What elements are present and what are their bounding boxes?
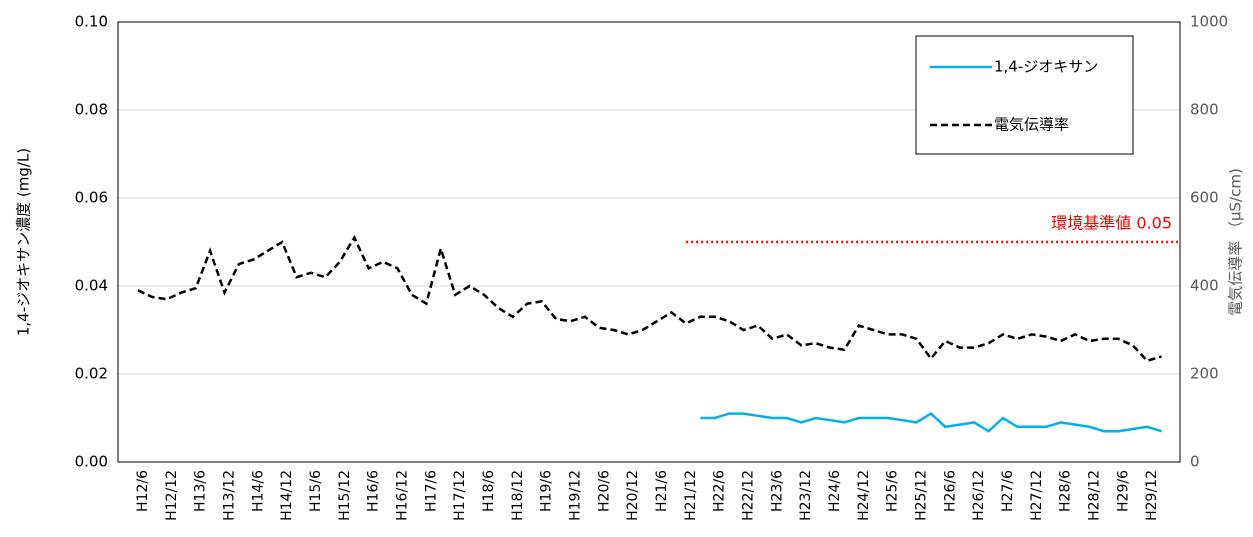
x-tick-label: H12/12 xyxy=(164,470,180,521)
x-tick-label: H28/6 xyxy=(1058,470,1074,512)
x-tick-label: H25/12 xyxy=(914,470,930,521)
x-tick-label: H17/12 xyxy=(452,470,468,521)
x-tick-label: H22/12 xyxy=(741,470,757,521)
legend-label: 電気伝導率 xyxy=(994,116,1069,134)
x-tick-label: H24/6 xyxy=(827,470,843,512)
legend-label: 1,4-ジオキサン xyxy=(994,58,1098,76)
x-tick-label: H13/12 xyxy=(222,470,238,521)
y-tick-label: 0.00 xyxy=(75,453,108,471)
y-tick-label: 0.04 xyxy=(75,277,108,295)
x-tick-label: H21/6 xyxy=(654,470,670,512)
x-tick-label: H25/6 xyxy=(885,470,901,512)
x-tick-label: H19/6 xyxy=(539,470,555,512)
x-tick-label: H16/12 xyxy=(395,470,411,521)
series-line xyxy=(700,412,1162,433)
x-tick-label: H23/6 xyxy=(769,470,785,512)
y2-tick-label: 0 xyxy=(1190,453,1200,471)
x-tick-label: H17/6 xyxy=(423,470,439,512)
legend-box xyxy=(915,35,1134,155)
x-tick-label: H12/6 xyxy=(135,470,151,512)
y2-tick-label: 400 xyxy=(1190,277,1219,295)
annotation: 環境基準値 0.05 xyxy=(1051,214,1172,233)
y2-tick-label: 800 xyxy=(1190,101,1219,119)
y-tick-label: 0.06 xyxy=(75,189,108,207)
x-tick-label: H24/12 xyxy=(856,470,872,521)
x-tick-label: H22/6 xyxy=(712,470,728,512)
x-tick-label: H20/12 xyxy=(625,470,641,521)
x-tick-label: H19/12 xyxy=(568,470,584,521)
x-tick-label: H26/12 xyxy=(971,470,987,521)
series-line xyxy=(137,234,1162,363)
x-tick-label: H20/6 xyxy=(596,470,612,512)
y-tick-label: 0.08 xyxy=(75,101,108,119)
x-tick-label: H18/12 xyxy=(510,470,526,521)
x-tick-label: H27/12 xyxy=(1029,470,1045,521)
x-tick-label: H28/12 xyxy=(1087,470,1103,521)
y2-tick-label: 600 xyxy=(1190,189,1219,207)
x-tick-label: H13/6 xyxy=(193,470,209,512)
y2-axis-title: 電気伝導率 （μS/cm) xyxy=(1227,168,1245,316)
x-tick-label: H15/12 xyxy=(337,470,353,521)
x-tick-label: H26/6 xyxy=(942,470,958,512)
x-tick-label: H21/12 xyxy=(683,470,699,521)
x-tick-label: H29/6 xyxy=(1115,470,1131,512)
x-tick-label: H16/6 xyxy=(366,470,382,512)
x-tick-label: H27/6 xyxy=(1000,470,1016,512)
y2-tick-label: 1000 xyxy=(1190,13,1228,31)
x-tick-label: H23/12 xyxy=(798,470,814,521)
y-tick-label: 0.10 xyxy=(75,13,108,31)
plot-frame xyxy=(117,21,1181,463)
y-axis-title: 1,4-ジオキサン濃度 (mg/L) xyxy=(15,148,33,336)
x-tick-label: H18/6 xyxy=(481,470,497,512)
y-tick-label: 0.02 xyxy=(75,365,108,383)
y2-tick-label: 200 xyxy=(1190,365,1219,383)
x-tick-label: H29/12 xyxy=(1144,470,1160,521)
x-tick-label: H14/6 xyxy=(250,470,266,512)
x-tick-label: H15/6 xyxy=(308,470,324,512)
x-tick-label: H14/12 xyxy=(279,470,295,521)
